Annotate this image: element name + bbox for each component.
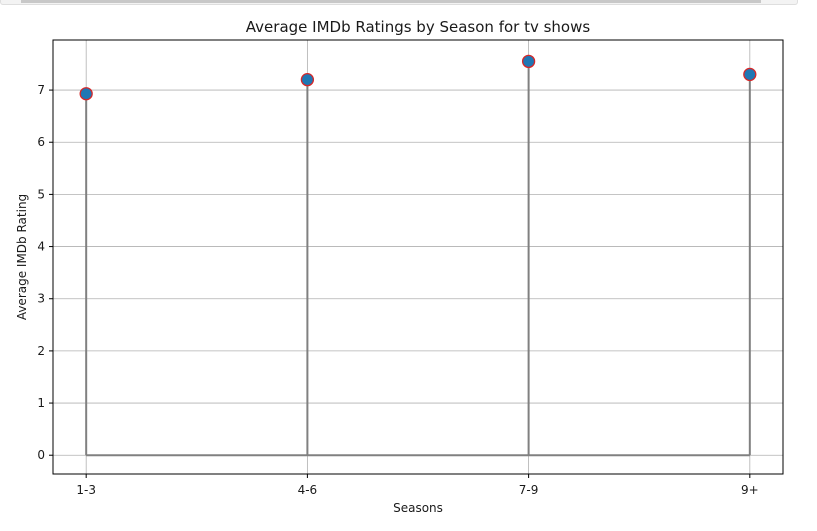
x-tick-label: 4-6: [298, 483, 318, 497]
x-axis-ticks: 1-3 4-6 7-9 9+: [76, 474, 759, 497]
y-tick-label: 0: [37, 448, 45, 462]
chart-title: Average IMDb Ratings by Season for tv sh…: [246, 18, 591, 36]
grid-lines: [53, 40, 783, 474]
y-tick-label: 6: [37, 135, 45, 149]
y-tick-label: 5: [37, 187, 45, 201]
y-tick-label: 7: [37, 83, 45, 97]
stems: [85, 61, 751, 456]
x-axis-label: Seasons: [393, 501, 443, 515]
y-axis-ticks: 0 1 2 3 4 5 6 7: [37, 83, 53, 462]
x-tick-label: 9+: [741, 483, 759, 497]
x-tick-label: 7-9: [519, 483, 539, 497]
stem-marker: [521, 54, 536, 69]
top-scrollbar[interactable]: [0, 0, 798, 5]
scrollbar-thumb[interactable]: [21, 0, 761, 3]
stem-marker: [300, 72, 315, 87]
plot-area-frame: [52, 39, 784, 475]
markers: [79, 54, 757, 101]
stem-marker: [79, 87, 93, 101]
x-tick-label: 1-3: [76, 483, 96, 497]
y-tick-label: 1: [37, 396, 45, 410]
stem-marker: [743, 67, 757, 82]
y-axis-label: Average IMDb Rating: [15, 194, 29, 320]
y-tick-label: 3: [37, 292, 45, 306]
y-tick-label: 2: [37, 344, 45, 358]
y-tick-label: 4: [37, 240, 45, 254]
